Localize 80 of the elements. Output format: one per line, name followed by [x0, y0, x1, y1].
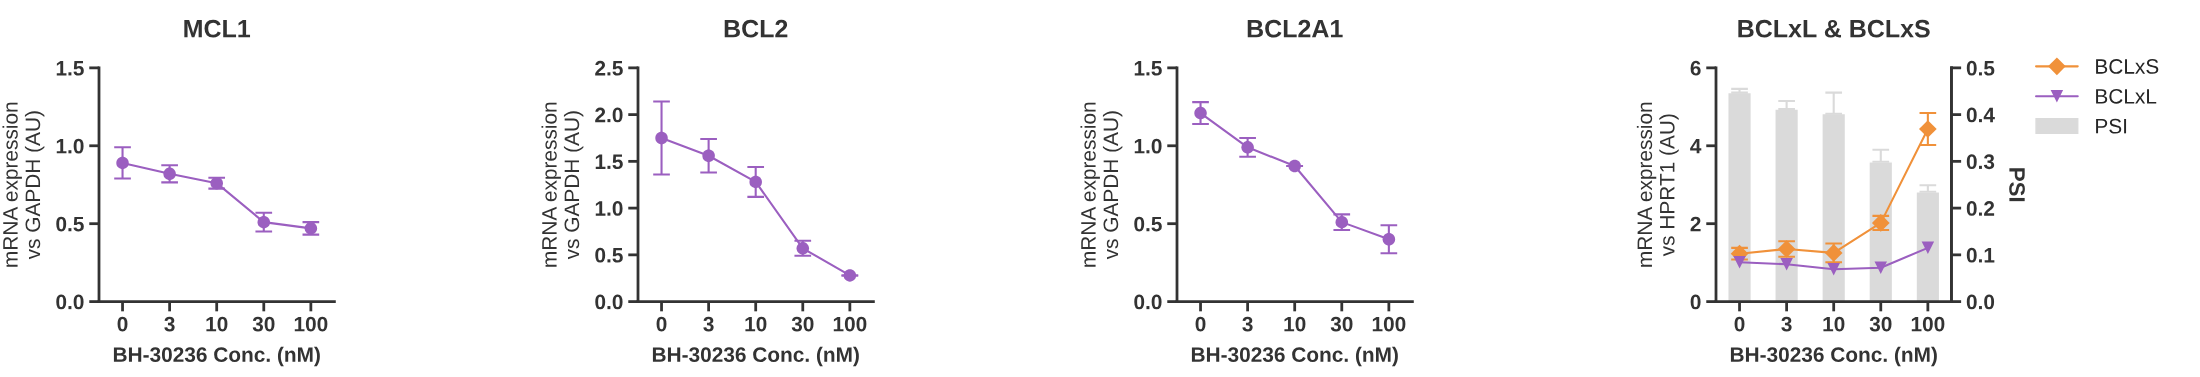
y-tick-label: 2.0	[595, 107, 623, 123]
point	[1288, 159, 1301, 173]
x-tick-label: 30	[252, 316, 275, 332]
x-axis-title: BH-30236 Conc. (nM)	[1191, 346, 1398, 367]
x-tick-label: 10	[1284, 316, 1306, 332]
bar	[1774, 108, 1800, 302]
point	[749, 175, 762, 189]
y-axis-title: mRNA expression vs HPRT1 (AU)	[1636, 102, 1679, 267]
x-tick-label: 100	[294, 316, 328, 332]
x-tick-label: 0	[656, 316, 667, 332]
x-axis-title: BH-30236 Conc. (nM)	[652, 346, 859, 367]
y2-tick-label: 0.4	[1966, 107, 1995, 123]
x-tick-label: 10	[206, 316, 228, 332]
x-tick-label: 0	[1195, 316, 1206, 332]
y-tick-label: 0.0	[1134, 294, 1162, 310]
legend-label: BCLxL	[2096, 88, 2157, 104]
y-tick-label: 1.5	[595, 154, 623, 170]
y-tick-label: 2.5	[595, 60, 623, 76]
legend-label: PSI	[2096, 118, 2127, 134]
y-tick-label: 1.0	[1134, 138, 1162, 154]
bar	[1727, 91, 1753, 302]
y-tick-label: 0.0	[595, 294, 623, 310]
y2-tick-label: 0.1	[1966, 247, 1995, 263]
point	[1827, 263, 1840, 276]
x-axis-title: BH-30236 Conc. (nM)	[113, 346, 320, 367]
point	[702, 149, 715, 162]
x-tick-label: 30	[1869, 316, 1892, 332]
x-tick-label: 100	[1911, 316, 1945, 332]
y2-tick-label: 0.2	[1966, 201, 1995, 216]
chart-title: BCLxL & BCLxS	[1738, 19, 1930, 38]
y-axis-title: mRNA expression vs GAPDH (AU)	[541, 102, 584, 267]
y-tick-label: 1.5	[56, 61, 84, 76]
y-tick-label: 0	[1690, 294, 1701, 310]
y-tick-label: 6	[1690, 60, 1701, 76]
y-axis-title: mRNA expression vs GAPDH (AU)	[2, 102, 45, 267]
x-tick-label: 3	[1242, 316, 1253, 332]
point	[116, 156, 129, 170]
x-tick-label: 3	[703, 316, 714, 332]
y-tick-label: 4	[1690, 138, 1702, 154]
chart-title: MCL1	[184, 19, 251, 38]
y2-tick-label: 0.5	[1966, 60, 1995, 76]
y-tick-label: 0.0	[56, 294, 84, 310]
point	[1194, 106, 1207, 120]
x-tick-label: 100	[1372, 316, 1406, 332]
point	[843, 269, 857, 282]
y-axis-title: mRNA expression vs GAPDH (AU)	[1080, 102, 1123, 267]
x-tick-label: 3	[1781, 316, 1792, 332]
y-tick-label: 1.0	[595, 201, 623, 216]
x-tick-label: 10	[1823, 316, 1845, 332]
point	[1382, 233, 1396, 246]
y-tick-label: 0.5	[595, 247, 623, 263]
point	[1921, 241, 1935, 255]
y-tick-label: 2	[1690, 216, 1701, 232]
x-tick-label: 0	[1734, 316, 1745, 332]
x-axis-title: BH-30236 Conc. (nM)	[1730, 346, 1937, 367]
point	[655, 131, 668, 145]
legend-label: BCLxS	[2096, 59, 2159, 74]
chart-title: BCL2	[724, 19, 788, 38]
y-tick-label: 0.5	[56, 216, 84, 232]
x-tick-label: 10	[745, 316, 767, 332]
chart-title: BCL2A1	[1247, 19, 1343, 38]
y2-tick-label: 0.0	[1966, 294, 1995, 310]
point	[1874, 261, 1888, 274]
x-tick-label: 100	[833, 316, 867, 332]
bar	[1821, 112, 1847, 302]
point	[1919, 120, 1937, 138]
point	[1780, 257, 1793, 271]
x-tick-label: 30	[791, 316, 814, 332]
point	[1733, 256, 1746, 269]
x-tick-label: 3	[164, 316, 175, 332]
y-tick-label: 1.0	[56, 138, 84, 154]
point	[210, 176, 223, 190]
x-tick-label: 0	[117, 316, 128, 332]
x-tick-label: 30	[1330, 316, 1353, 332]
y2-axis-title: PSI	[2009, 168, 2025, 202]
point	[1241, 141, 1254, 154]
y2-tick-label: 0.3	[1966, 154, 1995, 170]
y-tick-label: 1.5	[1134, 61, 1162, 76]
bar	[1915, 191, 1941, 302]
y-tick-label: 0.5	[1134, 216, 1162, 232]
